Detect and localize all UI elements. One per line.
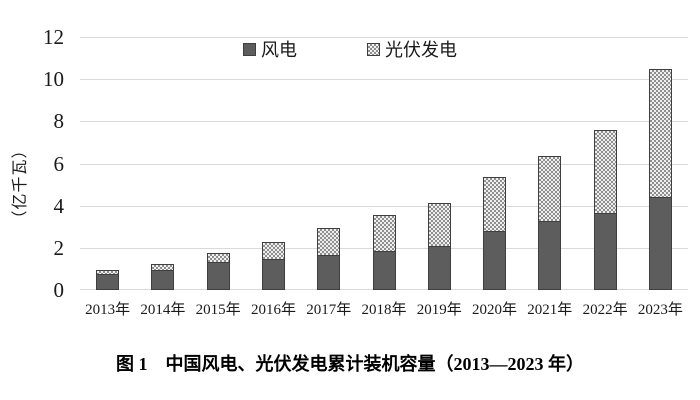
x-axis-tick-label: 2013年 [85, 302, 131, 318]
x-axis-tick-label: 2017年 [306, 302, 352, 318]
stacked-bar-2015年 [206, 37, 230, 290]
stacked-bar-2019年 [427, 37, 451, 290]
y-axis-tick-label: 8 [53, 109, 65, 134]
bar-segment-solar [96, 269, 120, 275]
x-axis-tick-label: 2021年 [527, 302, 573, 318]
bar-segment-solar [372, 214, 396, 253]
stacked-bar-2017年 [317, 37, 341, 290]
x-axis-labels: 2013年 2014年 2015年 2016年 2017年 2018年 2019年 2020年… [80, 299, 688, 323]
figure-caption: 图 1 中国风电、光伏发电累计装机容量（2013—2023 年） [116, 354, 584, 374]
bar-segment-solar [206, 253, 230, 264]
y-axis-tick-label: 2 [53, 235, 65, 260]
x-axis-tick-label: 2023年 [637, 302, 683, 318]
gridline [80, 205, 688, 207]
bar-segment-wind [96, 273, 120, 290]
gridline [80, 163, 688, 165]
stacked-bar-2016年 [261, 37, 285, 290]
bar-segment-wind [427, 245, 451, 290]
stacked-bar-2018年 [372, 37, 396, 290]
bar-segment-wind [483, 230, 507, 290]
bar-segment-solar [151, 263, 175, 271]
plot-area [80, 37, 688, 290]
y-axis-tick-label: 4 [53, 193, 65, 218]
y-axis-tick-label: 10 [43, 67, 64, 92]
x-axis-tick-label: 2018年 [361, 302, 407, 318]
stacked-bar-2023年 [648, 37, 672, 290]
gridline [80, 79, 688, 81]
bar-segment-wind [538, 220, 562, 290]
y-axis-tick-label: 0 [53, 278, 65, 302]
stacked-bar-2022年 [593, 37, 617, 290]
bar-segment-wind [261, 258, 285, 290]
y-axis-tick-label: 6 [53, 151, 65, 176]
x-axis-tick-label: 2019年 [416, 302, 462, 318]
bar-segment-wind [206, 262, 230, 290]
bar-segment-solar [317, 228, 341, 257]
bar-segment-solar [648, 68, 672, 199]
bar-segment-solar [261, 242, 285, 260]
x-axis-tick-label: 2014年 [140, 302, 186, 318]
stacked-bar-2013年 [96, 37, 120, 290]
bar-segment-solar [483, 177, 507, 232]
bar-segment-solar [427, 202, 451, 247]
gridline [80, 121, 688, 123]
stacked-bar-2021年 [538, 37, 562, 290]
bar-segment-wind [593, 213, 617, 290]
bar-segment-wind [317, 255, 341, 290]
bar-segment-wind [648, 197, 672, 290]
x-axis-tick-label: 2015年 [195, 302, 241, 318]
gridline [80, 37, 688, 38]
bar-segment-wind [372, 251, 396, 290]
stacked-bar-2014年 [151, 37, 175, 290]
x-axis-tick-label: 2020年 [472, 302, 518, 318]
x-axis-tick-label: 2016年 [250, 302, 296, 318]
stacked-bar-2020年 [483, 37, 507, 290]
x-axis-tick-label: 2022年 [582, 302, 628, 318]
y-axis-tick-label: 12 [43, 25, 64, 49]
bar-segment-solar [593, 130, 617, 215]
bar-segment-wind [151, 269, 175, 290]
bar-segment-solar [538, 156, 562, 222]
